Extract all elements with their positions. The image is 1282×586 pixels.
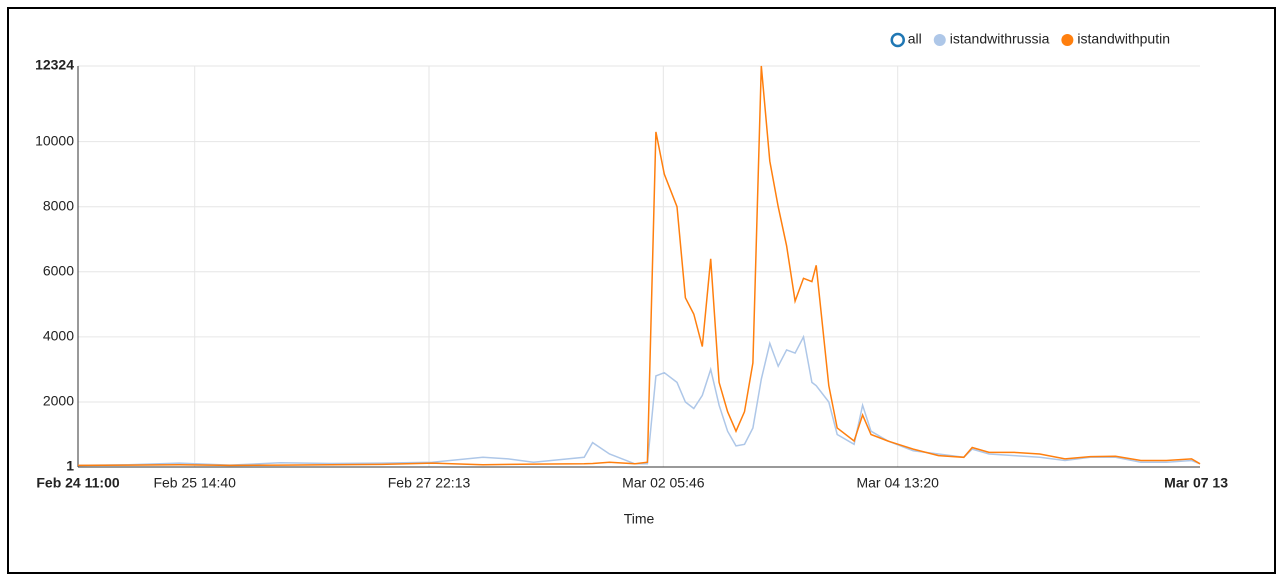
legend-marker <box>890 32 905 48</box>
legend-label: istandwithrussia <box>950 31 1050 47</box>
legend-marker <box>1061 34 1074 46</box>
x-tick-label: Mar 04 13:20 <box>856 475 939 491</box>
legend-marker <box>933 34 946 46</box>
y-tick-label: 1 <box>66 458 74 474</box>
x-tick-label: Feb 24 11:00 <box>36 475 119 491</box>
x-tick-label: Mar 07 13 <box>1164 475 1228 491</box>
legend-item[interactable]: istandwithrussia <box>933 31 1050 47</box>
series-line <box>77 65 1201 467</box>
y-tick-label: 6000 <box>43 262 74 278</box>
x-tick-label: Feb 25 14:40 <box>153 475 236 491</box>
y-tick-label: 4000 <box>43 328 74 344</box>
series-line <box>77 334 1201 467</box>
y-tick-label: 10000 <box>35 132 74 148</box>
y-tick-label: 8000 <box>43 197 74 213</box>
y-tick-label: 2000 <box>43 393 74 409</box>
frame <box>7 7 1276 574</box>
legend-item[interactable]: istandwithputin <box>1061 31 1170 47</box>
y-tick-label: 12324 <box>35 57 74 73</box>
x-tick-label: Mar 02 05:46 <box>622 475 705 491</box>
x-axis-label: Time <box>624 511 655 527</box>
x-tick-label: Feb 27 22:13 <box>388 475 471 491</box>
legend-label: all <box>908 31 922 47</box>
legend-item[interactable]: all <box>890 31 922 48</box>
legend-label: istandwithputin <box>1077 31 1170 47</box>
